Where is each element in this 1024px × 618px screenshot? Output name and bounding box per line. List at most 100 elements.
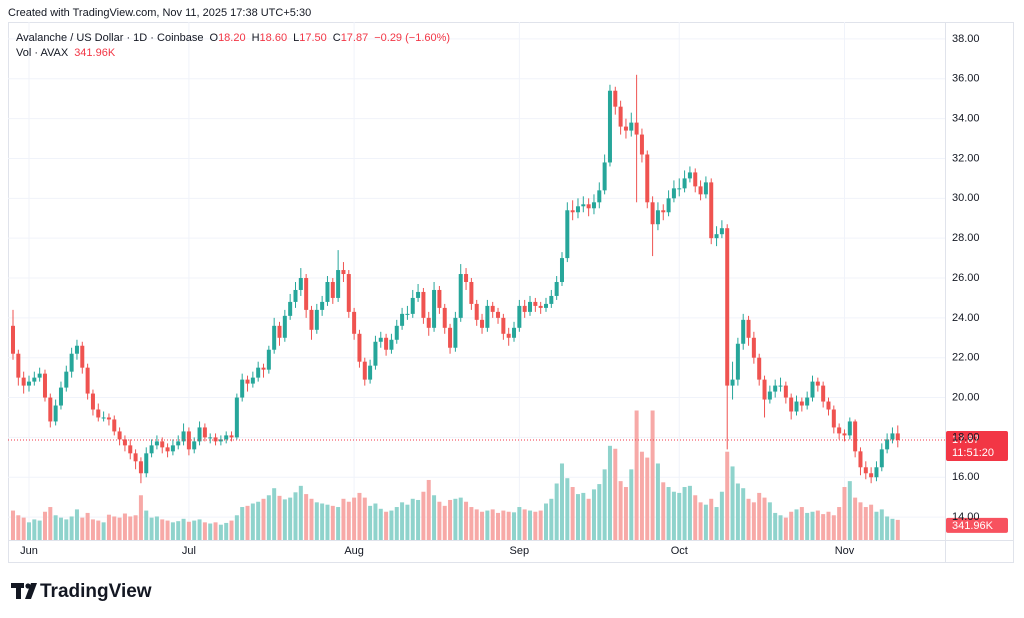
candle-body xyxy=(282,315,287,338)
volume-bar xyxy=(64,519,69,540)
volume-bar xyxy=(837,507,842,540)
price-label-box xyxy=(946,430,1008,461)
candle-body xyxy=(719,228,724,235)
candle-body xyxy=(703,182,708,195)
candle-body xyxy=(671,188,676,199)
volume-bar xyxy=(613,448,618,540)
volume-bar xyxy=(858,502,863,540)
volume-bar xyxy=(69,516,74,540)
volume-bar xyxy=(112,516,117,540)
candle-body xyxy=(346,274,351,312)
volume-bar xyxy=(256,501,261,540)
candle-body xyxy=(266,349,271,370)
candle-body xyxy=(293,289,298,302)
candle-body xyxy=(757,357,762,380)
volume-bar xyxy=(101,522,106,540)
volume-bar xyxy=(847,481,852,540)
volume-bar xyxy=(586,498,591,540)
volume-bar xyxy=(496,512,501,540)
volume-bar xyxy=(234,515,239,540)
candle-body xyxy=(751,337,756,358)
volume-bar xyxy=(154,516,159,540)
candle-body xyxy=(485,305,490,328)
candle-body xyxy=(149,445,154,454)
volume-bar xyxy=(544,503,548,540)
candle-body xyxy=(234,397,239,438)
volume-bar xyxy=(879,509,884,540)
volume-bar xyxy=(181,518,186,540)
volume-bar xyxy=(602,469,607,540)
volume-bar xyxy=(405,504,410,540)
volume-bar xyxy=(767,502,772,540)
candle-body xyxy=(80,345,85,368)
volume-bar xyxy=(831,515,836,540)
candle-body xyxy=(298,278,303,290)
volume-bars xyxy=(11,410,900,540)
candle-body xyxy=(655,210,660,225)
volume-bar xyxy=(309,498,314,540)
volume-bar xyxy=(575,494,580,540)
volume-bar xyxy=(783,517,788,540)
y-tick-label: 36.00 xyxy=(952,73,980,85)
volume-header: Vol · AVAX 341.96K xyxy=(16,47,116,59)
candle-body xyxy=(831,409,836,428)
y-tick-label: 26.00 xyxy=(952,272,980,284)
key: L xyxy=(293,32,299,44)
volume-bar xyxy=(437,501,442,540)
legend-header: Avalanche / US Dollar · 1D · Coinbase O18… xyxy=(16,32,450,44)
candle-body xyxy=(794,401,799,412)
volume-bar xyxy=(810,511,815,540)
candle-body xyxy=(677,188,682,190)
candle-body xyxy=(741,319,746,344)
volume-bar xyxy=(266,495,271,540)
candle-body xyxy=(762,379,767,400)
y-tick-label: 38.00 xyxy=(952,33,980,45)
low-value: 17.50 xyxy=(299,32,327,44)
volume-bar xyxy=(842,487,847,540)
candle-body xyxy=(26,381,31,386)
candle-body xyxy=(240,379,245,398)
candle-body xyxy=(410,297,415,314)
x-tick-label: Aug xyxy=(344,545,364,557)
volume-bar xyxy=(293,492,298,540)
candle-body xyxy=(565,210,570,259)
volume-bar xyxy=(821,514,826,540)
y-tick-label: 14.00 xyxy=(952,511,980,523)
candle-body xyxy=(554,281,559,296)
candle-body xyxy=(330,281,335,298)
volume-value: 341.96K xyxy=(74,47,116,59)
candle-body xyxy=(496,311,501,318)
volume-bar xyxy=(90,519,95,540)
volume-bar xyxy=(277,495,282,540)
volume-bar xyxy=(186,521,191,540)
volume-bar xyxy=(474,509,479,540)
volume-bar xyxy=(517,507,522,540)
candle-body xyxy=(506,333,511,338)
volume-bar xyxy=(869,504,874,540)
x-tick-label: Oct xyxy=(671,545,688,557)
candle-body xyxy=(389,339,394,350)
candle-body xyxy=(442,307,447,328)
volume-bar xyxy=(554,483,559,540)
volume-bar xyxy=(202,522,207,540)
volume-bar xyxy=(352,497,357,540)
candle-body xyxy=(320,301,325,310)
volume-bar xyxy=(453,498,458,540)
volume-bar xyxy=(197,519,202,540)
logo xyxy=(11,583,37,599)
volume-bar xyxy=(559,463,564,540)
y-tick-label: 18.00 xyxy=(952,431,980,443)
volume-bar xyxy=(37,520,42,540)
volume-bar xyxy=(298,485,303,540)
volume-bar xyxy=(128,516,133,540)
candle-body xyxy=(53,405,58,422)
volume-bar xyxy=(133,515,138,540)
candle-body xyxy=(213,437,218,442)
volume-bar xyxy=(464,501,469,540)
candle-body xyxy=(714,234,719,239)
volume-bar xyxy=(368,505,373,540)
candle-body xyxy=(746,319,751,338)
candle-body xyxy=(309,309,314,330)
candle-body xyxy=(639,134,644,155)
candle-body xyxy=(885,439,890,450)
